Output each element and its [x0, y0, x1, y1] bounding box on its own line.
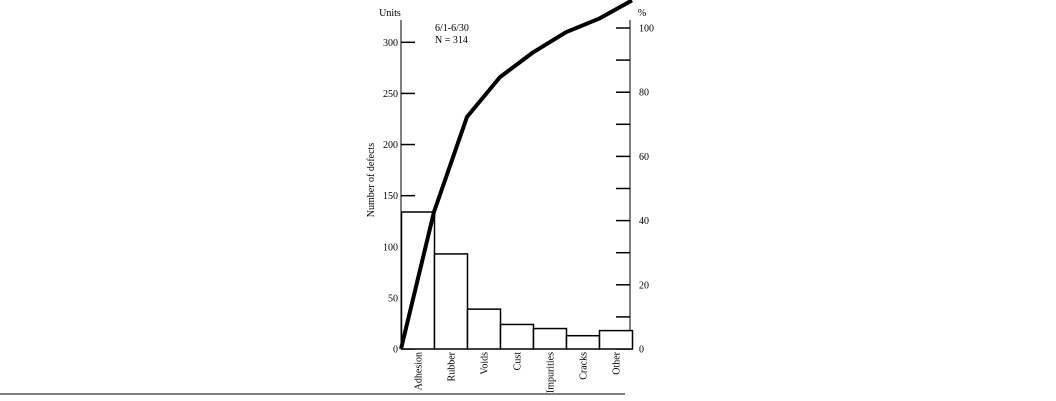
left-tick-label: 300 [383, 38, 398, 49]
right-tick-label: 80 [639, 88, 649, 99]
category-label: Other [612, 351, 623, 374]
category-label: Adhesion [414, 352, 425, 390]
bar-cust [499, 323, 535, 350]
left-axis-unit: Units [379, 8, 401, 19]
right-tick-label: 40 [639, 216, 649, 227]
right-tick-label: 0 [639, 345, 644, 356]
left-tick-label: 100 [383, 242, 398, 253]
bars [400, 211, 634, 350]
right-tick-label: 20 [639, 280, 649, 291]
category-label: Rubber [447, 351, 458, 381]
right-tick-label: 100 [639, 24, 654, 35]
category-label: Impurities [546, 352, 557, 393]
left-axis-label: Number of defects [366, 143, 377, 218]
category-label: Cust [513, 352, 524, 371]
bar-cracks [565, 334, 601, 350]
cumulative-percent-line [399, 0, 633, 350]
left-tick-label: 150 [383, 191, 398, 202]
sample-size-annotation: N = 314 [435, 35, 468, 46]
bar-impurities [532, 327, 568, 350]
bar-voids [466, 308, 502, 350]
category-label: Cracks [579, 352, 590, 380]
left-tick-label: 200 [383, 140, 398, 151]
category-labels: Adhesion Rubber Voids Cust Impurities Cracks O… [414, 351, 623, 393]
period-annotation: 6/1-6/30 [435, 23, 469, 34]
right-axis-unit: % [638, 8, 646, 19]
right-tick-label: 60 [639, 152, 649, 163]
left-tick-label: 0 [393, 345, 398, 356]
bar-rubber [433, 253, 469, 350]
category-label: Voids [480, 352, 491, 375]
bar-other [598, 329, 634, 350]
left-tick-label: 250 [383, 89, 398, 100]
right-axis-ticks: 0 20 40 60 80 100 [616, 24, 654, 356]
left-tick-label: 50 [388, 293, 398, 304]
